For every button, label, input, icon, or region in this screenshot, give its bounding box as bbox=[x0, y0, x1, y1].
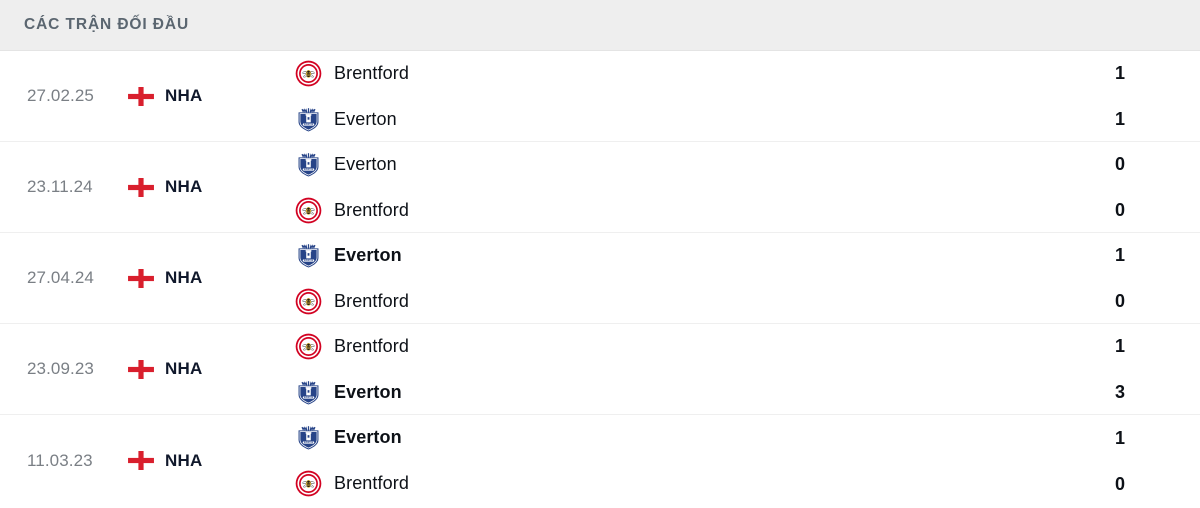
match-date: 23.11.24 bbox=[27, 177, 93, 196]
score-line-home: 0 bbox=[1040, 150, 1200, 178]
match-date: 27.02.25 bbox=[27, 86, 94, 105]
away-team-name: Brentford bbox=[334, 290, 409, 311]
teams-cell: EVERTON Everton Brentford bbox=[276, 241, 1040, 315]
team-line-home[interactable]: EVERTON Everton bbox=[295, 150, 1040, 178]
team-line-home[interactable]: Brentford bbox=[295, 332, 1040, 360]
team-line-away[interactable]: Brentford bbox=[295, 287, 1040, 315]
match-row[interactable]: 27.04.24 NHA EVERTON Everton bbox=[0, 233, 1200, 324]
panel-header: CÁC TRẬN ĐỐI ĐẦU bbox=[0, 0, 1200, 51]
teams-cell: EVERTON Everton Brentford bbox=[276, 424, 1040, 498]
away-team-name: Brentford bbox=[334, 199, 409, 220]
score-line-home: 1 bbox=[1040, 332, 1200, 360]
away-team-name: Everton bbox=[334, 108, 397, 129]
england-flag-icon bbox=[128, 177, 154, 197]
home-team-name: Brentford bbox=[334, 335, 409, 356]
match-date: 23.09.23 bbox=[27, 359, 94, 378]
scores-cell: 0 0 bbox=[1040, 150, 1200, 224]
everton-crest-icon: EVERTON bbox=[295, 379, 322, 406]
home-team-name: Everton bbox=[334, 244, 402, 265]
competition-cell: NHA bbox=[128, 268, 276, 288]
competition-cell: NHA bbox=[128, 451, 276, 471]
everton-crest-icon: EVERTON bbox=[295, 151, 322, 178]
score-line-away: 3 bbox=[1040, 378, 1200, 406]
match-row[interactable]: 11.03.23 NHA EVERTON Everton bbox=[0, 415, 1200, 506]
svg-text:EVERTON: EVERTON bbox=[304, 169, 314, 171]
brentford-crest-icon bbox=[295, 197, 322, 224]
home-team-name: Brentford bbox=[334, 62, 409, 83]
teams-cell: Brentford EVERTON Everton bbox=[276, 59, 1040, 133]
competition-cell: NHA bbox=[128, 86, 276, 106]
away-team-score: 0 bbox=[1114, 200, 1125, 220]
home-team-score: 0 bbox=[1114, 154, 1125, 174]
brentford-crest-icon bbox=[295, 470, 322, 497]
brentford-crest-icon bbox=[295, 288, 322, 315]
everton-crest-icon: EVERTON bbox=[295, 424, 322, 451]
everton-crest-icon: EVERTON bbox=[295, 106, 322, 133]
away-team-score: 3 bbox=[1114, 382, 1125, 402]
scores-cell: 1 0 bbox=[1040, 424, 1200, 498]
team-line-away[interactable]: Brentford bbox=[295, 470, 1040, 498]
competition-name: NHA bbox=[165, 268, 203, 287]
home-team-name: Everton bbox=[334, 427, 402, 447]
score-line-home: 1 bbox=[1040, 59, 1200, 87]
team-line-away[interactable]: Brentford bbox=[295, 196, 1040, 224]
team-line-home[interactable]: EVERTON Everton bbox=[295, 424, 1040, 452]
england-flag-icon bbox=[128, 86, 154, 106]
teams-cell: Brentford EVERTON Everton bbox=[276, 332, 1040, 406]
score-line-away: 1 bbox=[1040, 105, 1200, 133]
team-line-away[interactable]: EVERTON Everton bbox=[295, 105, 1040, 133]
competition-cell: NHA bbox=[128, 359, 276, 379]
competition-cell: NHA bbox=[128, 177, 276, 197]
score-line-home: 1 bbox=[1040, 424, 1200, 452]
match-list: 27.02.25 NHA Brentfo bbox=[0, 51, 1200, 506]
score-line-away: 0 bbox=[1040, 470, 1200, 498]
away-team-name: Brentford bbox=[334, 473, 409, 493]
home-team-score: 1 bbox=[1114, 63, 1125, 83]
svg-text:EVERTON: EVERTON bbox=[304, 397, 314, 399]
score-line-away: 0 bbox=[1040, 196, 1200, 224]
match-row[interactable]: 23.11.24 NHA EVERTON Everton bbox=[0, 142, 1200, 233]
scores-cell: 1 3 bbox=[1040, 332, 1200, 406]
teams-cell: EVERTON Everton Brentford bbox=[276, 150, 1040, 224]
svg-text:EVERTON: EVERTON bbox=[304, 442, 314, 444]
england-flag-icon bbox=[128, 359, 154, 379]
match-row[interactable]: 23.09.23 NHA Brentfo bbox=[0, 324, 1200, 415]
away-team-score: 1 bbox=[1114, 109, 1125, 129]
away-team-name: Everton bbox=[334, 381, 402, 402]
svg-text:EVERTON: EVERTON bbox=[304, 260, 314, 262]
team-line-away[interactable]: EVERTON Everton bbox=[295, 378, 1040, 406]
score-line-home: 1 bbox=[1040, 241, 1200, 269]
match-date: 27.04.24 bbox=[27, 268, 94, 287]
match-date: 11.03.23 bbox=[27, 450, 93, 470]
page-title: CÁC TRẬN ĐỐI ĐẦU bbox=[24, 16, 190, 34]
competition-name: NHA bbox=[165, 359, 203, 378]
away-team-score: 0 bbox=[1114, 473, 1125, 494]
england-flag-icon bbox=[128, 268, 154, 288]
scores-cell: 1 1 bbox=[1040, 59, 1200, 133]
competition-name: NHA bbox=[165, 450, 203, 470]
svg-text:EVERTON: EVERTON bbox=[304, 124, 314, 126]
competition-name: NHA bbox=[165, 86, 203, 105]
home-team-name: Everton bbox=[334, 153, 397, 174]
brentford-crest-icon bbox=[295, 333, 322, 360]
home-team-score: 1 bbox=[1114, 245, 1125, 265]
everton-crest-icon: EVERTON bbox=[295, 242, 322, 269]
brentford-crest-icon bbox=[295, 60, 322, 87]
match-row[interactable]: 27.02.25 NHA Brentfo bbox=[0, 51, 1200, 142]
home-team-score: 1 bbox=[1114, 336, 1125, 356]
competition-name: NHA bbox=[165, 177, 203, 196]
away-team-score: 0 bbox=[1114, 291, 1125, 311]
home-team-score: 1 bbox=[1114, 427, 1125, 448]
scores-cell: 1 0 bbox=[1040, 241, 1200, 315]
score-line-away: 0 bbox=[1040, 287, 1200, 315]
england-flag-icon bbox=[128, 451, 154, 470]
team-line-home[interactable]: EVERTON Everton bbox=[295, 241, 1040, 269]
team-line-home[interactable]: Brentford bbox=[295, 59, 1040, 87]
